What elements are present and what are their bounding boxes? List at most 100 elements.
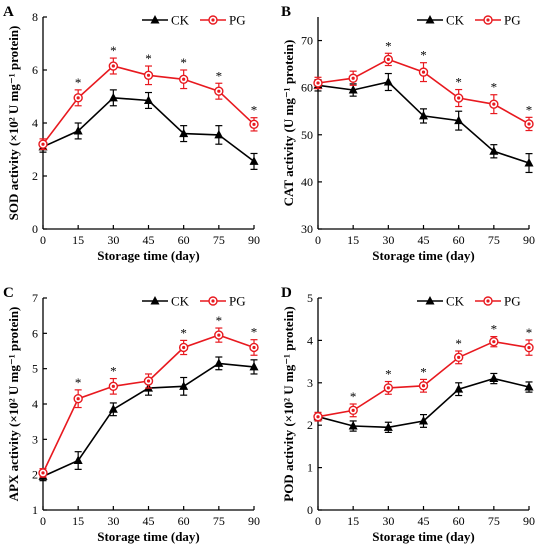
data-point-ck [419,415,428,425]
series-line-pg [42,334,255,474]
data-point-center-pg [217,333,221,337]
y-tick-label: 50 [301,128,313,142]
chart-panel-b: B 30 40 50 60 70 0 15 30 45 60 75 90 Storage time (da… [281,4,535,263]
data-point-ck [214,358,224,367]
significance-asterisk: * [251,325,258,340]
data-point-center-pg [146,73,151,77]
data-point-center-pg [386,57,390,62]
y-tick-label: 7 [32,291,38,305]
data-point-center-pg [41,142,45,146]
data-point-center-pg [351,408,355,412]
legend-label-pg: PG [229,13,246,28]
x-tick-label: 0 [40,233,46,247]
legend-label-pg: PG [504,294,521,309]
panel-letter: D [281,285,292,301]
data-point-center-pg [316,415,320,419]
x-tick-label: 90 [523,233,535,247]
y-tick-label: 0 [32,222,38,236]
x-tick-label: 0 [40,514,46,528]
x-tick-label: 15 [347,233,359,247]
data-point-center-pg [527,346,531,350]
x-tick-label: 30 [107,233,119,247]
legend-marker-ck [150,15,160,24]
x-tick-label: 15 [72,233,84,247]
y-axis-label: POD activity (×10² U mg⁻¹ protein) [281,306,296,502]
data-point-center-pg [76,397,80,401]
y-tick-label: 4 [32,397,38,411]
legend-marker-center-pg [486,299,490,303]
x-tick-label: 90 [523,514,535,528]
y-tick-label: 3 [32,432,38,446]
legend-label-ck: CK [446,13,465,28]
legend-marker-center-pg [211,18,215,22]
significance-asterisk: * [216,313,223,328]
legend-marker-ck [150,296,160,305]
data-point-center-pg [457,96,461,100]
x-tick-label: 60 [178,514,190,528]
data-point-center-pg [492,340,496,344]
data-point-ck [108,92,118,102]
y-tick-label: 3 [307,376,313,390]
data-point-ck [214,129,224,139]
data-point-center-pg [182,77,186,81]
legend-marker-ck [425,296,435,305]
x-tick-label: 45 [418,514,430,528]
data-point-center-pg [217,89,221,93]
data-point-center-pg [386,386,390,390]
data-point-center-pg [41,471,45,475]
x-axis-label: Storage time (day) [97,248,200,263]
y-tick-label: 40 [301,175,313,189]
y-tick-label: 5 [307,291,313,305]
legend-marker-center-pg [486,18,490,22]
data-point-ck [383,422,393,431]
significance-asterisk: * [180,325,187,340]
data-point-ck [73,125,83,135]
y-tick-label: 1 [32,503,38,517]
data-point-ck [249,156,259,165]
significance-asterisk: * [216,68,223,83]
legend-label-ck: CK [171,13,190,28]
data-point-ck [179,128,189,138]
significance-asterisk: * [385,38,392,53]
x-tick-label: 45 [418,233,430,247]
significance-asterisk: * [251,103,258,118]
y-tick-label: 5 [32,362,38,376]
x-tick-label: 0 [315,233,321,247]
chart-panel-a: A 0 2 4 6 8 0 15 30 45 60 75 90 Storage time (day) SOD… [3,4,260,263]
legend-label-ck: CK [446,294,465,309]
data-point-ck [419,110,428,120]
y-axis-label: CAT activity (U mg⁻¹ protein) [281,40,296,207]
x-tick-label: 0 [315,514,321,528]
x-tick-label: 15 [347,514,359,528]
data-point-center-pg [421,384,426,388]
x-tick-label: 90 [248,233,260,247]
y-tick-label: 30 [301,222,313,236]
significance-asterisk: * [145,51,152,66]
x-tick-label: 60 [453,233,465,247]
y-tick-label: 1 [307,461,313,475]
y-tick-label: 2 [307,418,313,432]
data-point-ck [249,361,259,371]
legend-marker-ck [425,15,435,24]
significance-asterisk: * [420,48,427,63]
x-tick-label: 75 [213,514,225,528]
data-point-center-pg [111,384,115,388]
significance-asterisk: * [455,75,462,90]
significance-asterisk: * [110,43,117,58]
data-point-ck [524,382,534,391]
y-tick-label: 2 [32,468,38,482]
x-tick-label: 45 [143,514,155,528]
data-point-center-pg [182,345,186,350]
data-point-center-pg [457,355,461,359]
data-point-center-pg [527,122,531,126]
data-point-ck [348,421,358,430]
significance-asterisk: * [350,389,357,404]
y-tick-label: 2 [32,169,38,183]
data-point-center-pg [76,96,80,100]
data-point-center-pg [252,122,256,126]
x-tick-label: 30 [382,514,394,528]
x-axis-label: Storage time (day) [97,529,200,544]
